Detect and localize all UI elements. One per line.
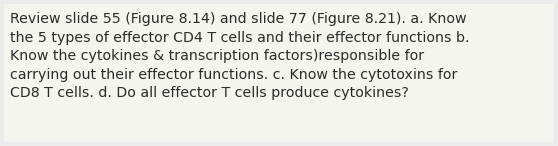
Text: Review slide 55 (Figure 8.14) and slide 77 (Figure 8.21). a. Know
the 5 types of: Review slide 55 (Figure 8.14) and slide … [10,12,469,100]
FancyBboxPatch shape [4,4,554,142]
